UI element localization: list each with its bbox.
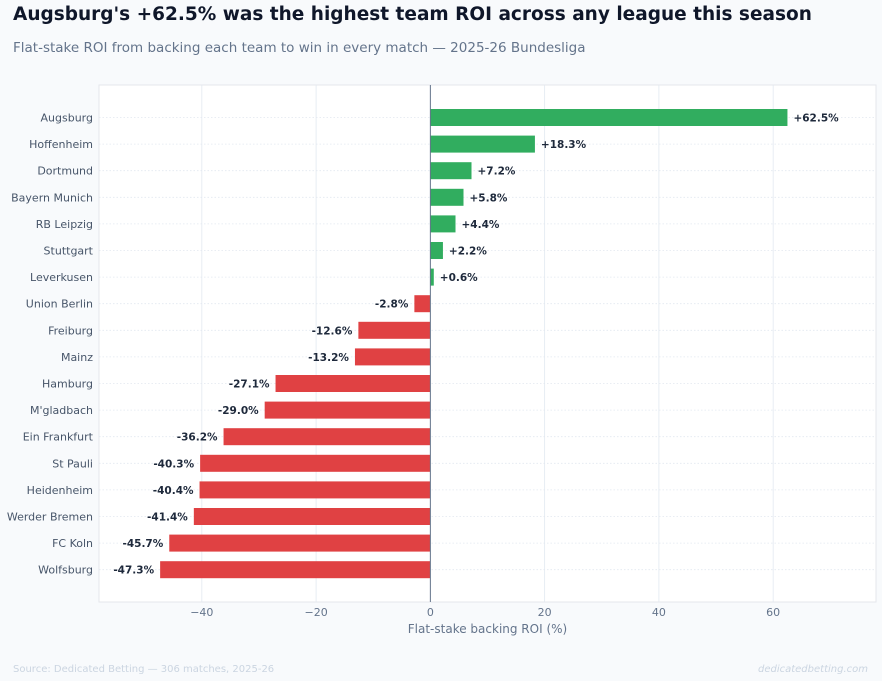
bar (193, 508, 431, 525)
data-label: +7.2% (478, 166, 516, 178)
x-tick-label: 20 (538, 606, 552, 619)
category-label: Ein Frankfurt (23, 431, 94, 444)
data-label: -27.1% (229, 379, 270, 391)
brand-watermark: dedicatedbetting.com (757, 664, 868, 675)
category-label: St Pauli (52, 457, 93, 470)
bar (199, 481, 431, 499)
category-label: Union Berlin (26, 298, 93, 311)
category-label: Heidenheim (27, 484, 93, 497)
x-tick-label: 0 (427, 606, 434, 619)
bar (354, 348, 431, 366)
data-label: +18.3% (541, 139, 587, 151)
data-label: +4.4% (462, 219, 500, 231)
x-tick-label: 40 (652, 606, 666, 619)
data-label: +5.8% (470, 192, 508, 204)
data-label: +0.6% (440, 272, 478, 284)
category-label: Bayern Munich (11, 191, 93, 204)
category-label: M'gladbach (30, 404, 93, 417)
bar (430, 188, 464, 206)
bar (430, 109, 788, 126)
category-label: Wolfsburg (38, 564, 93, 577)
category-label: Hamburg (42, 378, 93, 391)
data-label: -40.4% (153, 485, 194, 497)
data-label: -45.7% (122, 538, 163, 550)
bar (169, 534, 431, 552)
category-label: Augsburg (41, 112, 93, 125)
bar (264, 401, 431, 419)
category-label: FC Koln (52, 537, 93, 550)
data-label: +62.5% (793, 113, 839, 125)
bar (275, 375, 431, 392)
x-tick-label: −40 (190, 606, 213, 619)
bar (358, 321, 431, 339)
bar (430, 162, 472, 180)
bar (430, 135, 535, 153)
data-label: -36.2% (177, 432, 218, 444)
bar (430, 215, 456, 233)
category-label: Stuttgart (44, 245, 94, 258)
data-label: -12.6% (312, 325, 353, 337)
data-label: -2.8% (375, 299, 409, 311)
data-label: -40.3% (153, 458, 194, 470)
data-label: -47.3% (113, 565, 154, 577)
category-label: Mainz (61, 351, 93, 364)
chart-title: Augsburg's +62.5% was the highest team R… (13, 4, 812, 25)
category-label: Dortmund (37, 165, 93, 178)
category-label: RB Leipzig (36, 218, 93, 231)
bar (223, 428, 431, 446)
bar (200, 454, 431, 472)
category-label: Freiburg (48, 324, 93, 337)
chart-subtitle: Flat-stake ROI from backing each team to… (13, 40, 586, 56)
x-axis-title: Flat-stake backing ROI (%) (408, 622, 567, 636)
x-tick-label: 60 (766, 606, 780, 619)
data-label: +2.2% (449, 246, 487, 258)
source-note: Source: Dedicated Betting — 306 matches,… (13, 664, 275, 675)
category-label: Leverkusen (30, 271, 93, 284)
data-label: -13.2% (308, 352, 349, 364)
bar (414, 295, 431, 313)
bar (160, 561, 431, 579)
data-label: -41.4% (147, 512, 188, 524)
category-label: Werder Bremen (7, 511, 93, 524)
bar (430, 242, 443, 259)
category-label: Hoffenheim (29, 138, 93, 151)
data-label: -29.0% (218, 405, 259, 417)
bar (430, 268, 434, 286)
x-tick-label: −20 (304, 606, 327, 619)
